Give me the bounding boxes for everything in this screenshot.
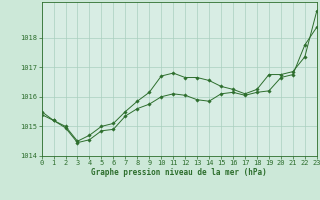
X-axis label: Graphe pression niveau de la mer (hPa): Graphe pression niveau de la mer (hPa) [91, 168, 267, 177]
